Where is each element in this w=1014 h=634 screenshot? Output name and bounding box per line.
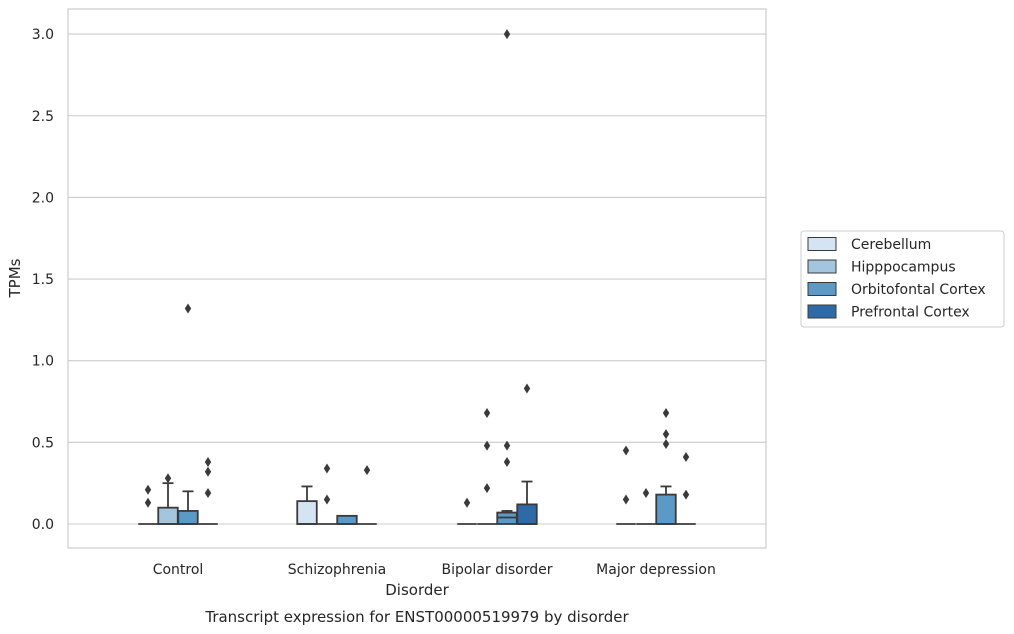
x-axis-label: Disorder [385,581,449,599]
y-axis-ticks: 0.0 0.5 1.0 1.5 2.0 2.5 3.0 [32,27,54,533]
outlier-point [682,489,690,500]
legend-label: Prefrontal Cortex [851,305,970,321]
outlier-point [483,407,491,418]
y-tick-label: 2.5 [32,109,54,125]
outlier-point [682,452,690,463]
box-rect [296,500,318,525]
y-axis-label: TPMs [6,258,24,298]
box-series [138,445,636,525]
outlier-point [204,466,212,477]
outlier-point [503,456,511,467]
box-plot-groups [138,29,696,525]
outlier-point [323,463,331,474]
outlier-point [164,473,172,484]
x-axis-ticks: Control Schizophrenia Bipolar disorder Majo… [153,562,716,578]
outlier-point [503,29,511,40]
outlier-point [662,438,670,449]
box-series [198,383,696,525]
outlier-point [622,494,630,505]
outlier-point [204,456,212,467]
legend-swatch [807,237,837,251]
outlier-point [144,497,152,508]
box-rect [516,503,538,525]
legend: Cerebellum Hipppocampus Orbitofontal Corte… [800,230,1005,328]
x-tick-label: Control [153,562,204,578]
x-tick-label: Bipolar disorder [441,562,552,578]
legend-label: Cerebellum [851,237,931,253]
outlier-point [144,484,152,495]
outlier-point [642,487,650,498]
outlier-point [523,383,531,394]
y-tick-label: 0.5 [32,435,54,451]
y-tick-label: 3.0 [32,27,54,43]
legend-swatch [807,259,837,274]
box-rect [177,510,199,525]
outlier-point [184,303,192,314]
outlier-point [363,465,371,476]
legend-label: Hipppocampus [851,260,956,276]
outlier-point [503,440,511,451]
legend-swatch [807,282,837,296]
legend-label: Orbitofontal Cortex [851,282,986,298]
box-rect [336,514,358,525]
x-tick-label: Schizophrenia [288,562,386,578]
y-tick-label: 1.5 [32,272,54,288]
outlier-point [483,440,491,451]
outlier-point [323,494,331,505]
box-rect [157,506,179,525]
box-series [177,29,677,525]
y-tick-label: 2.0 [32,190,54,206]
x-tick-label: Major depression [596,562,716,578]
outlier-point [622,445,630,456]
outlier-point [204,487,212,498]
chart-caption: Transcript expression for ENST0000051997… [204,608,629,626]
outlier-point [662,429,670,440]
y-tick-label: 0.0 [32,517,54,533]
y-tick-label: 1.0 [32,354,54,370]
outlier-point [483,483,491,494]
plot-frame [67,8,767,549]
outlier-point [662,407,670,418]
outlier-point [463,497,471,508]
box-rect [655,493,677,525]
legend-swatch [807,304,837,319]
legend-frame [800,230,1005,328]
